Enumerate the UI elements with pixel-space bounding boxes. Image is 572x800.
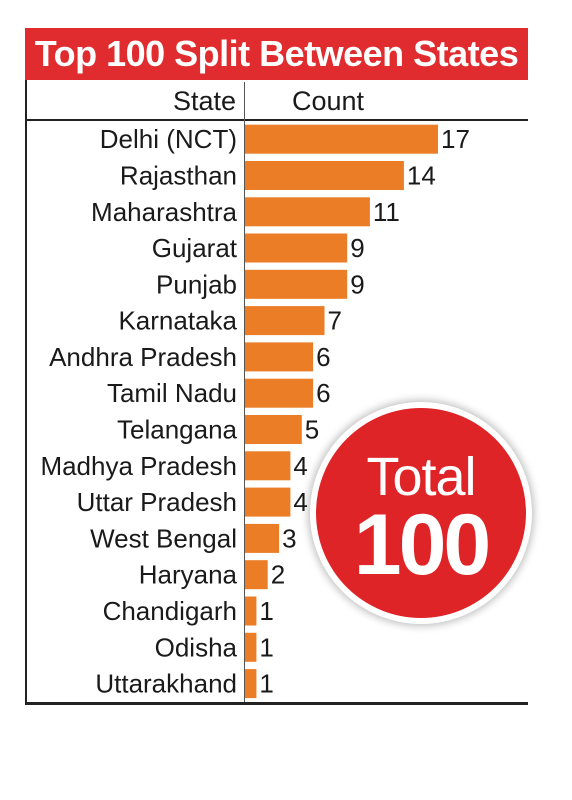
bar-maharashtra xyxy=(245,197,370,227)
state-label: Rajasthan xyxy=(120,161,237,191)
value-label: 11 xyxy=(373,197,400,227)
bar-gujarat xyxy=(245,233,348,263)
bar-delhi-nct xyxy=(245,124,438,154)
value-label: 9 xyxy=(350,233,364,263)
state-label: Odisha xyxy=(155,632,238,662)
chart-title: Top 100 Split Between States xyxy=(25,28,528,80)
state-label: Uttarakhand xyxy=(95,669,237,699)
bar-karnataka xyxy=(245,306,325,336)
value-label: 4 xyxy=(293,487,307,517)
bar-madhya-pradesh xyxy=(245,451,291,481)
value-label: 2 xyxy=(271,560,285,590)
value-label: 1 xyxy=(259,596,273,626)
state-label: Maharashtra xyxy=(91,197,237,227)
state-label: Telangana xyxy=(117,415,238,445)
state-label: Madhya Pradesh xyxy=(40,451,237,481)
column-divider-line xyxy=(244,82,245,702)
value-label: 6 xyxy=(316,378,330,408)
value-label: 9 xyxy=(350,269,364,299)
bar-punjab xyxy=(245,269,348,299)
value-label: 3 xyxy=(282,523,296,553)
state-label: Delhi (NCT) xyxy=(100,124,237,154)
bar-telangana xyxy=(245,415,302,444)
total-badge: Total 100 xyxy=(316,408,526,618)
value-label: 4 xyxy=(293,451,307,481)
bar-rajasthan xyxy=(245,161,404,190)
state-label: Haryana xyxy=(139,560,238,590)
bar-haryana xyxy=(245,560,268,590)
count-column-header: Count xyxy=(292,86,365,116)
total-badge-value: 100 xyxy=(353,497,492,593)
value-label: 6 xyxy=(316,342,330,372)
state-label: Gujarat xyxy=(152,233,238,263)
state-label: Tamil Nadu xyxy=(107,378,237,408)
bar-tamil-nadu xyxy=(245,378,314,408)
bar-chandigarh xyxy=(245,596,257,626)
header-divider-line xyxy=(25,119,528,121)
value-label: 1 xyxy=(259,632,273,662)
state-label: Punjab xyxy=(156,269,237,299)
state-label: West Bengal xyxy=(90,523,237,553)
bar-uttar-pradesh xyxy=(245,487,291,517)
state-label: Andhra Pradesh xyxy=(49,342,237,372)
bar-west-bengal xyxy=(245,523,280,553)
state-column-header: State xyxy=(172,86,236,116)
value-label: 5 xyxy=(305,415,319,445)
frame-bottom-border xyxy=(25,702,528,705)
bar-andhra-pradesh xyxy=(245,342,314,372)
value-label: 7 xyxy=(328,306,342,336)
value-label: 17 xyxy=(441,124,470,154)
state-label: Karnataka xyxy=(118,306,237,336)
state-label: Uttar Pradesh xyxy=(77,487,237,517)
total-badge-label: Total xyxy=(366,447,476,507)
bar-uttarakhand xyxy=(245,669,257,699)
bar-odisha xyxy=(245,632,257,662)
value-label: 1 xyxy=(259,669,273,699)
value-label: 14 xyxy=(407,161,436,191)
frame-left-border xyxy=(25,80,27,704)
state-label: Chandigarh xyxy=(103,596,237,626)
